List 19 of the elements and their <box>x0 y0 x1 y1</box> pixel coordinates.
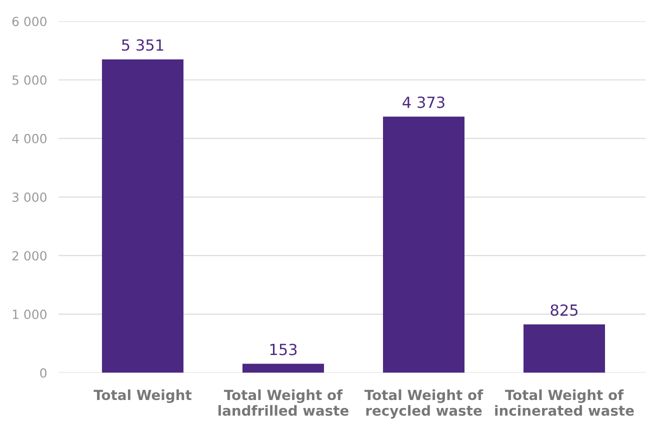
y-tick-label: 3 000 <box>12 192 46 202</box>
bar <box>102 59 184 373</box>
data-label: 825 <box>550 304 578 316</box>
data-label: 5 351 <box>122 39 164 51</box>
bar <box>382 116 464 373</box>
bar <box>242 364 324 373</box>
x-tick-label: Total Weight of incinerated waste <box>495 389 634 416</box>
y-tick-label: 6 000 <box>12 16 46 26</box>
y-tick-label: 0 <box>40 368 46 378</box>
data-label: 153 <box>270 344 297 356</box>
y-tick-label: 4 000 <box>12 134 46 144</box>
x-tick-label: Total Weight <box>94 389 192 403</box>
data-label: 4 373 <box>402 96 444 108</box>
x-tick-label: Total Weight of recycled waste <box>364 389 484 419</box>
y-tick-label: 5 000 <box>12 75 46 85</box>
y-tick-label: 2 000 <box>12 251 46 261</box>
x-tick-label: Total Weight of landfrilled waste <box>218 389 348 416</box>
y-tick-label: 1 000 <box>12 310 46 320</box>
bar <box>524 324 606 373</box>
